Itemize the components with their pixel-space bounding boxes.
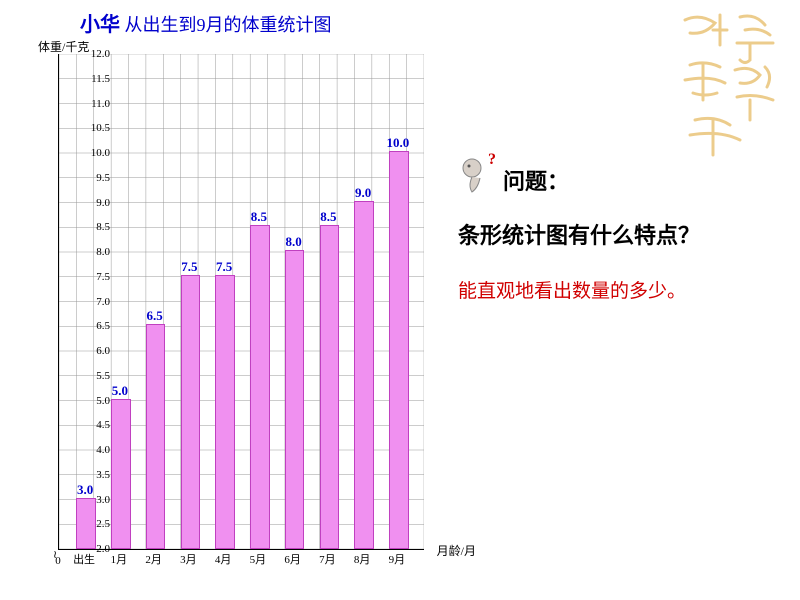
- question-label: 问题：: [503, 164, 569, 196]
- x-tick: 4月: [215, 551, 232, 567]
- y-tick: 10.0: [80, 147, 110, 159]
- bar: [285, 250, 304, 549]
- y-tick: 2.5: [80, 518, 110, 530]
- y-tick: 9.0: [80, 197, 110, 209]
- bar-chart: 体重/千克 月龄/月 3.05.06.57.57.58.58.08.59.010…: [18, 40, 438, 585]
- x-tick: 3月: [180, 551, 197, 567]
- bar-value: 10.0: [387, 135, 410, 151]
- y-tick: 8.0: [80, 246, 110, 258]
- bar: [320, 225, 339, 549]
- bar-value: 6.5: [146, 308, 162, 324]
- x-tick: 2月: [145, 551, 162, 567]
- y-tick: 8.5: [80, 221, 110, 233]
- y-tick: 5.0: [80, 395, 110, 407]
- y-tick: 3.0: [80, 494, 110, 506]
- bar: [354, 201, 373, 550]
- y-tick: 4.5: [80, 419, 110, 431]
- bar-value: 7.5: [181, 259, 197, 275]
- y-tick: 10.5: [80, 122, 110, 134]
- bar: [111, 399, 130, 550]
- x-tick: 6月: [284, 551, 301, 567]
- y-tick: 9.5: [80, 172, 110, 184]
- bar: [146, 324, 165, 549]
- x-tick: 5月: [250, 551, 267, 567]
- bar: [181, 275, 200, 549]
- y-tick: 5.5: [80, 370, 110, 382]
- bar: [215, 275, 234, 549]
- chart-title: 小华 从出生到9月的体重统计图: [80, 8, 332, 37]
- x-axis-label: 月龄/月: [437, 542, 476, 559]
- bar-value: 7.5: [216, 259, 232, 275]
- y-tick: 12.0: [80, 48, 110, 60]
- x-tick: 9月: [389, 551, 406, 567]
- y-tick: 11.5: [80, 73, 110, 85]
- bar-value: 5.0: [112, 383, 128, 399]
- x-tick: 8月: [354, 551, 371, 567]
- decorative-calligraphy: [665, 5, 795, 165]
- bar-value: 9.0: [355, 185, 371, 201]
- x-tick: 0: [55, 555, 61, 567]
- y-tick: 3.5: [80, 469, 110, 481]
- answer-text: 能直观地看出数量的多少。: [458, 276, 686, 303]
- question-text: 条形统计图有什么特点？: [458, 218, 700, 250]
- y-tick: 6.0: [80, 345, 110, 357]
- thinker-icon: ?: [458, 150, 498, 194]
- y-tick: 7.0: [80, 296, 110, 308]
- bar: [250, 225, 269, 549]
- y-tick: 11.0: [80, 98, 110, 110]
- y-tick: 7.5: [80, 271, 110, 283]
- y-tick: 4.0: [80, 444, 110, 456]
- x-tick: 出生: [73, 551, 95, 567]
- bar-value: 8.5: [320, 209, 336, 225]
- y-tick: 6.5: [80, 320, 110, 332]
- bar-value: 8.0: [286, 234, 302, 250]
- bar: [389, 151, 408, 549]
- x-tick: 1月: [111, 551, 128, 567]
- svg-text:?: ?: [488, 151, 496, 168]
- x-tick: 7月: [319, 551, 336, 567]
- bar-value: 8.5: [251, 209, 267, 225]
